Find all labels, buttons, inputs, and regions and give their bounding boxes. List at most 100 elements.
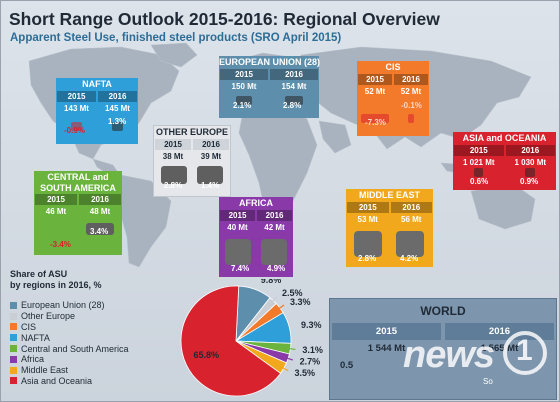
- volume-2016: 42 Mt: [264, 223, 285, 232]
- region-box-cis: CIS 2015 52 Mt 2016 52 Mt -7.3% -0.1%: [357, 61, 429, 136]
- volume-2015: 143 Mt: [64, 104, 89, 113]
- volume-2015: 38 Mt: [162, 152, 184, 161]
- cylinder-2016-icon: [261, 239, 287, 265]
- year-label: 2016: [79, 194, 121, 205]
- pie-legend-title-line2: by regions in 2016, %: [10, 280, 102, 290]
- legend-swatch: [10, 323, 17, 331]
- pie-data-label: 65.8%: [193, 350, 219, 360]
- legend-label: Asia and Oceania: [21, 375, 93, 386]
- cylinder-2016-icon: [86, 223, 114, 235]
- map-greenland: [150, 42, 198, 68]
- region-name: EUROPEAN UNION (28): [219, 57, 321, 67]
- growth-label-2016: 3.4%: [90, 227, 109, 236]
- pie-leader-line: [278, 304, 285, 310]
- news-watermark-digit: 1: [516, 334, 533, 367]
- volume-2015: 40 Mt: [227, 223, 248, 232]
- year-label: 2015: [220, 69, 268, 80]
- volume-2015: 150 Mt: [231, 82, 257, 91]
- pie-slice: [180, 285, 282, 397]
- world-volume-2015: 1 544 Mt: [367, 343, 406, 354]
- legend-item: CIS: [10, 322, 129, 333]
- year-label: 2015: [358, 74, 392, 85]
- growth-bar-2015: [361, 114, 389, 123]
- year-label: 2016: [390, 202, 432, 213]
- growth-bar-2015: [474, 168, 484, 177]
- region-box-eu: EUROPEAN UNION (28) 2015 150 Mt 2016 154 M…: [219, 56, 321, 118]
- legend-swatch: [10, 377, 17, 385]
- year-label: 2016: [98, 91, 137, 102]
- region-box-africa: AFRICA 2015 40 Mt 2016 42 Mt 7.4% 4.9%: [219, 197, 293, 277]
- world-volume-2016: 1 565 Mt: [480, 343, 519, 354]
- legend-swatch: [10, 345, 17, 353]
- volume-2016: 154 Mt: [281, 82, 307, 91]
- legend-item: Asia and Oceania: [10, 376, 129, 387]
- growth-label-2015: -7.3%: [365, 118, 386, 127]
- pie-data-label: 3.5%: [294, 368, 315, 378]
- cylinder-2015-icon: [161, 166, 187, 184]
- year-label: 2015: [332, 323, 441, 340]
- page-title: Short Range Outlook 2015-2016: Regional …: [9, 9, 440, 29]
- region-box-asia-oceania: ASIA and OCEANIA 2015 1 021 Mt 2016 1 030 …: [453, 132, 556, 190]
- growth-label-2015: 7.4%: [231, 264, 250, 273]
- map-arabia: [318, 120, 352, 154]
- cylinder-2016-icon: [396, 231, 424, 257]
- legend-label: Central and South America: [21, 343, 129, 354]
- legend-swatch: [10, 355, 17, 363]
- legend-label: NAFTA: [21, 332, 50, 343]
- cylinder-2015-icon: [354, 231, 382, 257]
- legend-item: Other Europe: [10, 311, 129, 322]
- growth-label-2015: 2.1%: [233, 101, 252, 110]
- world-title: WORLD: [420, 304, 466, 318]
- region-name: CENTRAL and SOUTH AMERICA: [40, 172, 116, 193]
- pie-legend-title: Share of ASU by regions in 2016, %: [10, 269, 102, 291]
- growth-label-2016: 4.9%: [267, 264, 286, 273]
- legend-label: Middle East: [21, 365, 69, 376]
- growth-label-2016: 2.8%: [283, 101, 302, 110]
- legend-swatch: [10, 366, 17, 374]
- pie-chart: 9.8%2.5%3.3% 9.3% 3.1% 2.7%3.5% 65.8%: [180, 279, 323, 397]
- volume-2015: 53 Mt: [357, 215, 378, 224]
- year-label: 2016: [193, 139, 229, 150]
- volume-2016: 48 Mt: [89, 207, 111, 216]
- pie-leader-line: [288, 347, 296, 351]
- growth-label-2015: -3.4%: [50, 240, 71, 249]
- region-box-central-south-america: CENTRAL and SOUTH AMERICA 2015 46 Mt 2016…: [34, 171, 122, 255]
- growth-label-2015: -0.9%: [64, 126, 85, 135]
- legend-item: Middle East: [10, 365, 129, 376]
- year-label: 2016: [505, 145, 555, 156]
- pie-data-label: 2.5%: [282, 288, 303, 298]
- region-name: OTHER EUROPE: [155, 127, 228, 137]
- growth-label-2016: 0.9%: [520, 177, 539, 186]
- region-name: MIDDLE EAST: [358, 190, 420, 200]
- legend-label: CIS: [21, 321, 37, 332]
- volume-2016: 1 030 Mt: [514, 158, 547, 167]
- volume-2016: 52 Mt: [400, 87, 422, 96]
- legend-item: European Union (28): [10, 300, 129, 311]
- legend-swatch: [10, 312, 17, 320]
- page-subtitle: Apparent Steel Use, finished steel produ…: [10, 32, 342, 44]
- pie-legend-title-line1: Share of ASU: [10, 269, 68, 279]
- volume-2015: 46 Mt: [45, 207, 67, 216]
- pie-data-label: 3.1%: [302, 345, 323, 355]
- pie-data-label: 2.7%: [300, 357, 321, 367]
- growth-label-2016: 1.3%: [108, 117, 127, 126]
- year-label: 2016: [394, 74, 428, 85]
- region-name: ASIA and OCEANIA: [462, 133, 547, 143]
- pie-data-label: 3.3%: [290, 297, 311, 307]
- map-australia: [470, 184, 536, 230]
- volume-2015: 52 Mt: [364, 87, 386, 96]
- growth-bar-2016: [284, 96, 304, 105]
- year-label: 2016: [270, 69, 318, 80]
- world-growth-2015: 0.5: [340, 360, 354, 371]
- volume-2015: 1 021 Mt: [462, 158, 495, 167]
- legend-label: Africa: [21, 354, 45, 365]
- pie-leader-line: [281, 366, 289, 372]
- region-box-nafta: NAFTA 2015 143 Mt 2016 145 Mt -0.9% 1.3%: [56, 78, 138, 144]
- volume-2016: 145 Mt: [105, 104, 130, 113]
- region-name: NAFTA: [82, 79, 112, 89]
- legend-label: European Union (28): [21, 300, 105, 311]
- legend-label: Other Europe: [21, 311, 76, 322]
- growth-bar-2016: [111, 122, 124, 131]
- pie-leader-line: [271, 296, 278, 303]
